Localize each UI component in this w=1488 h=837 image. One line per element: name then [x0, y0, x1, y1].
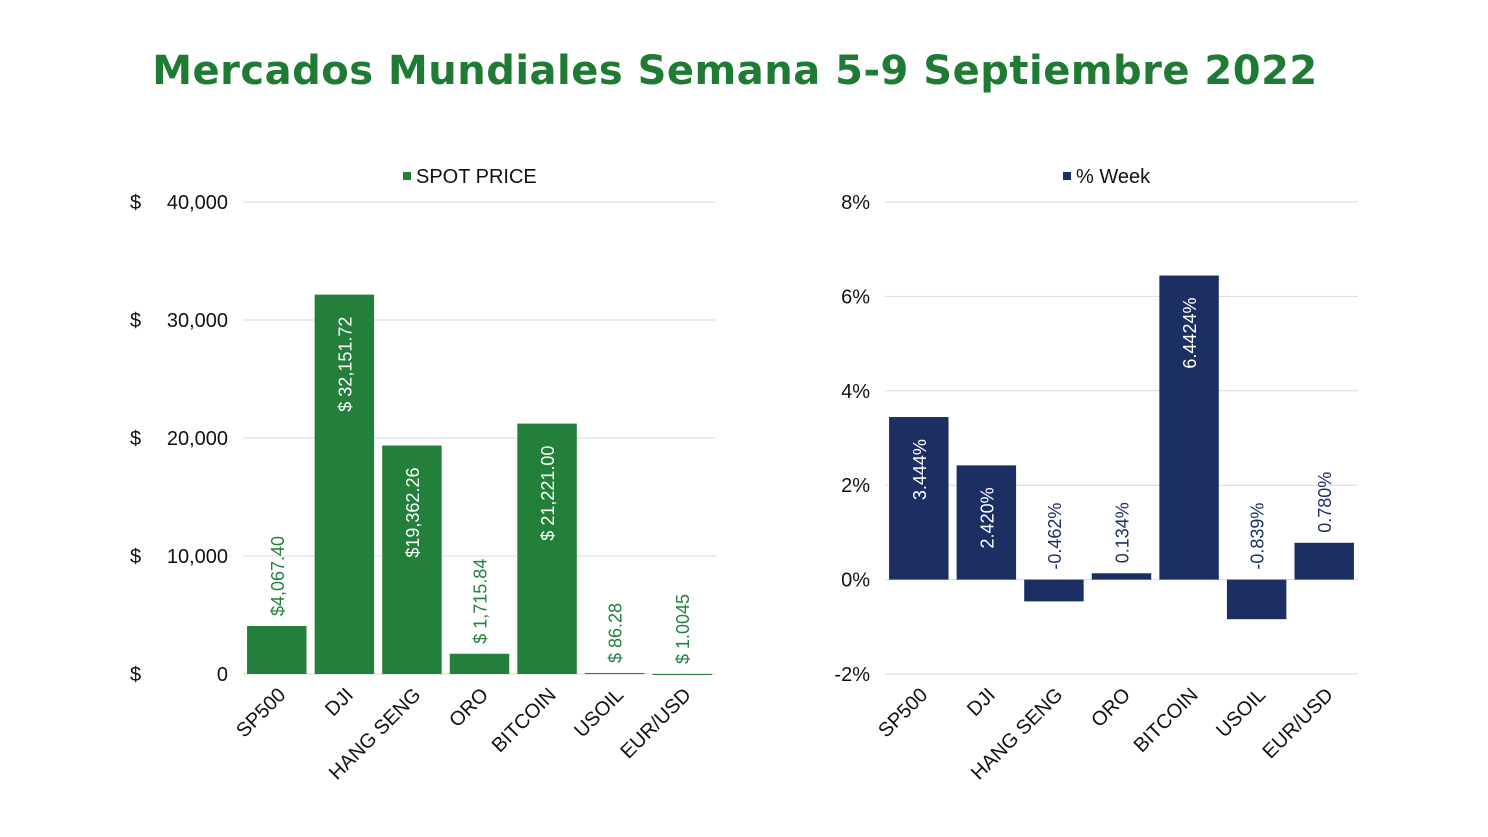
week-ytick-label: 0%	[841, 570, 870, 592]
week-category-label: ORO	[1087, 684, 1135, 732]
spot-category-label: USOIL	[570, 684, 628, 742]
week-category-label: BITCOIN	[1130, 684, 1203, 757]
spot-ytick-prefix: $	[130, 664, 141, 686]
week-bar	[889, 417, 949, 580]
spot-bar	[247, 626, 307, 674]
week-data-label: 0.134%	[1113, 502, 1133, 563]
week-bar	[956, 465, 1017, 580]
spot-bar	[314, 294, 375, 674]
spot-data-label: $ 21,221.00	[538, 446, 558, 541]
spot-ytick-prefix: $	[130, 428, 141, 450]
week-category-label: EUR/USD	[1259, 684, 1338, 763]
spot-data-label: $ 86.28	[606, 603, 626, 663]
spot-bar	[382, 445, 442, 674]
week-bar	[1226, 579, 1287, 620]
spot-legend-label: SPOT PRICE	[416, 166, 537, 188]
week-ytick-label: 6%	[841, 286, 870, 308]
week-data-label: -0.462%	[1045, 503, 1065, 570]
week-ytick-label: 4%	[841, 381, 870, 403]
week-bar	[1294, 542, 1354, 580]
spot-category-label: SP500	[232, 684, 290, 742]
spot-data-label: $19,362.26	[403, 468, 423, 558]
spot-category-label: BITCOIN	[488, 684, 561, 757]
spot-ytick-label: 0	[217, 664, 228, 686]
week-ytick-label: 2%	[841, 475, 870, 497]
spot-category-label: EUR/USD	[617, 684, 696, 763]
week-data-label: 0.780%	[1315, 472, 1335, 533]
spot-ytick-label: 40,000	[167, 192, 228, 214]
spot-category-label: ORO	[445, 684, 493, 732]
spot-data-label: $4,067.40	[268, 536, 288, 616]
spot-ytick-label: 10,000	[167, 546, 228, 568]
spot-ytick-prefix: $	[130, 546, 141, 568]
page-title: Mercados Mundiales Semana 5-9 Septiembre…	[152, 48, 1318, 94]
spot-bar	[584, 672, 645, 674]
week-bar	[1091, 573, 1152, 580]
spot-ytick-prefix: $	[130, 310, 141, 332]
week-data-label: 3.444%	[910, 439, 930, 500]
spot-ytick-label: 30,000	[167, 310, 228, 332]
spot-bar	[517, 423, 577, 674]
spot-bar	[652, 673, 712, 675]
spot-category-label: DJI	[321, 684, 358, 721]
week-category-label: SP500	[874, 684, 932, 742]
week-data-label: 2.420%	[977, 487, 997, 548]
week-ytick-label: 8%	[841, 192, 870, 214]
spot-ytick-prefix: $	[130, 192, 141, 214]
week-category-label: USOIL	[1212, 684, 1270, 742]
spot-legend-swatch	[403, 172, 411, 180]
spot-ytick-label: 20,000	[167, 428, 228, 450]
week-bar	[1159, 275, 1219, 580]
week-ytick-label: -2%	[834, 664, 870, 686]
spot-data-label: $ 32,151.72	[335, 317, 355, 412]
spot-bar	[449, 653, 510, 674]
week-data-label: -0.839%	[1248, 503, 1268, 570]
week-bar	[1024, 579, 1084, 602]
week-legend-label: % Week	[1076, 166, 1151, 188]
week-category-label: DJI	[963, 684, 1000, 721]
week-legend-swatch	[1063, 172, 1071, 180]
spot-data-label: $ 1,715.84	[471, 559, 491, 644]
spot-data-label: $ 1.0045	[673, 594, 693, 664]
week-data-label: 6.4424%	[1180, 298, 1200, 369]
